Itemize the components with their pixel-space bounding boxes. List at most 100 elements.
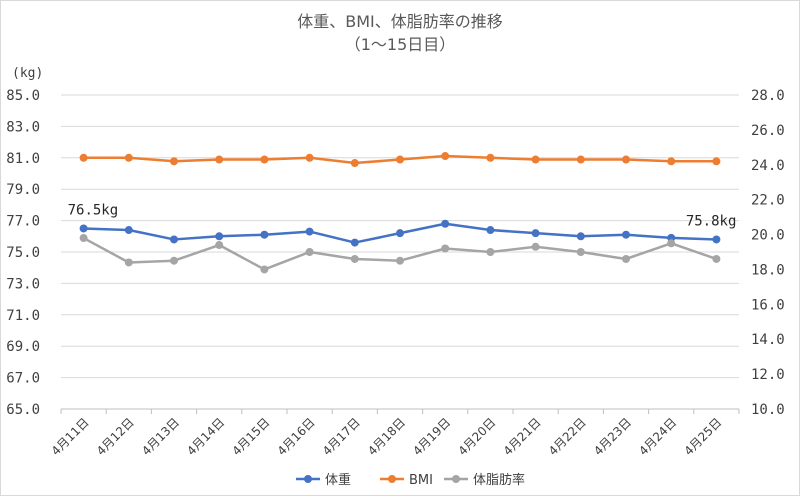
data-point	[486, 153, 495, 162]
y-axis-unit: (kg)	[12, 66, 43, 81]
y-left-tick-label: 81.0	[6, 151, 40, 167]
data-point	[712, 157, 721, 166]
y-left-tick-label: 77.0	[6, 214, 40, 230]
y-left-tick-label: 71.0	[6, 308, 40, 324]
data-point	[531, 242, 540, 251]
data-point	[79, 153, 88, 162]
data-point	[305, 153, 314, 162]
data-point	[79, 224, 88, 233]
data-point	[622, 155, 630, 164]
y-left-tick-label: 67.0	[6, 371, 40, 387]
x-tick-label: 4月23日	[591, 415, 634, 458]
data-point	[396, 155, 404, 164]
y-right-tick-label: 12.0	[751, 367, 785, 383]
data-point	[124, 153, 133, 162]
series-line	[83, 236, 717, 271]
data-point	[396, 256, 404, 265]
data-point	[170, 157, 178, 166]
series-1	[79, 152, 721, 168]
data-point	[486, 248, 495, 256]
data-point	[260, 265, 269, 274]
data-point	[576, 155, 585, 164]
data-point	[305, 248, 314, 256]
data-point	[441, 152, 450, 161]
data-point	[396, 229, 404, 238]
data-point	[441, 244, 450, 253]
y-right-tick-label: 14.0	[751, 332, 785, 348]
series-0	[79, 219, 721, 247]
y-right-tick-label: 24.0	[751, 158, 785, 174]
data-point	[260, 155, 269, 164]
legend-marker	[304, 475, 312, 483]
x-tick-label: 4月14日	[184, 415, 227, 458]
data-point	[667, 157, 676, 166]
y-left-tick-label: 83.0	[6, 119, 40, 135]
legend-marker	[388, 475, 396, 483]
data-point	[531, 155, 540, 164]
y-axis-right: 28.0 26.0 24.0 22.0 20.0 18.0 16.0 14.0 12.0 10.0	[751, 88, 785, 418]
y-right-tick-label: 16.0	[751, 297, 785, 313]
data-point	[124, 258, 133, 267]
x-tick-label: 4月20日	[455, 415, 498, 458]
chart-title: 体重、BMI、体脂肪率の推移	[297, 12, 503, 31]
y-axis-left: 85.0 83.0 81.0 79.0 77.0 75.0 73.0 71.0 69.0 67.0…	[6, 88, 40, 418]
x-tick-label: 4月18日	[365, 415, 408, 458]
legend-label: BMI	[409, 473, 433, 488]
data-point	[215, 241, 224, 250]
data-point	[576, 248, 585, 256]
data-point	[215, 155, 224, 164]
data-point	[667, 239, 676, 248]
data-point	[712, 254, 721, 263]
y-right-tick-label: 18.0	[751, 262, 785, 278]
series-layer	[79, 152, 721, 274]
x-tick-label: 4月11日	[49, 415, 92, 458]
data-label: 75.8kg	[686, 213, 737, 229]
legend-marker	[452, 475, 460, 483]
data-point	[215, 232, 224, 241]
x-tick-label: 4月24日	[636, 415, 679, 458]
x-axis: 4月11日 4月12日 4月13日 4月14日 4月15日 4月16日 4月17日 4月18日…	[49, 408, 740, 458]
y-left-tick-label: 85.0	[6, 88, 40, 104]
series-2	[79, 234, 721, 274]
x-tick-label: 4月21日	[501, 415, 544, 458]
legend-label: 体重	[325, 472, 351, 488]
x-tick-label: 4月22日	[546, 415, 589, 458]
legend-item: BMI	[380, 473, 433, 488]
data-point	[441, 219, 450, 228]
data-point	[350, 238, 359, 247]
x-tick-label: 4月16日	[275, 415, 318, 458]
x-tick-label: 4月15日	[229, 415, 272, 458]
legend-item: 体重	[296, 472, 351, 488]
y-right-tick-label: 22.0	[751, 193, 785, 209]
x-tick-label: 4月25日	[681, 415, 724, 458]
data-point	[79, 234, 88, 243]
data-point	[260, 230, 269, 239]
data-point	[170, 235, 178, 244]
data-point	[531, 229, 540, 238]
data-label: 76.5kg	[68, 202, 119, 218]
x-tick-label: 4月17日	[320, 415, 363, 458]
y-left-tick-label: 73.0	[6, 276, 40, 292]
data-point	[622, 230, 630, 239]
x-tick-label: 4月13日	[139, 415, 182, 458]
data-point	[170, 256, 178, 265]
legend-item: 体脂肪率	[444, 472, 525, 488]
data-labels: 76.5kg 75.8kg	[68, 202, 737, 229]
y-left-tick-label: 75.0	[6, 245, 40, 261]
data-point	[576, 232, 585, 241]
legend-label: 体脂肪率	[473, 472, 525, 488]
y-right-tick-label: 26.0	[751, 123, 785, 139]
data-point	[350, 159, 359, 168]
x-tick-label: 4月12日	[94, 415, 137, 458]
gridlines	[61, 94, 739, 410]
y-left-tick-label: 69.0	[6, 339, 40, 355]
y-right-tick-label: 20.0	[751, 228, 785, 244]
data-point	[124, 226, 133, 235]
data-point	[486, 226, 495, 235]
x-tick-label: 4月19日	[410, 415, 453, 458]
data-point	[305, 227, 314, 236]
data-point	[712, 235, 721, 244]
data-point	[350, 254, 359, 263]
